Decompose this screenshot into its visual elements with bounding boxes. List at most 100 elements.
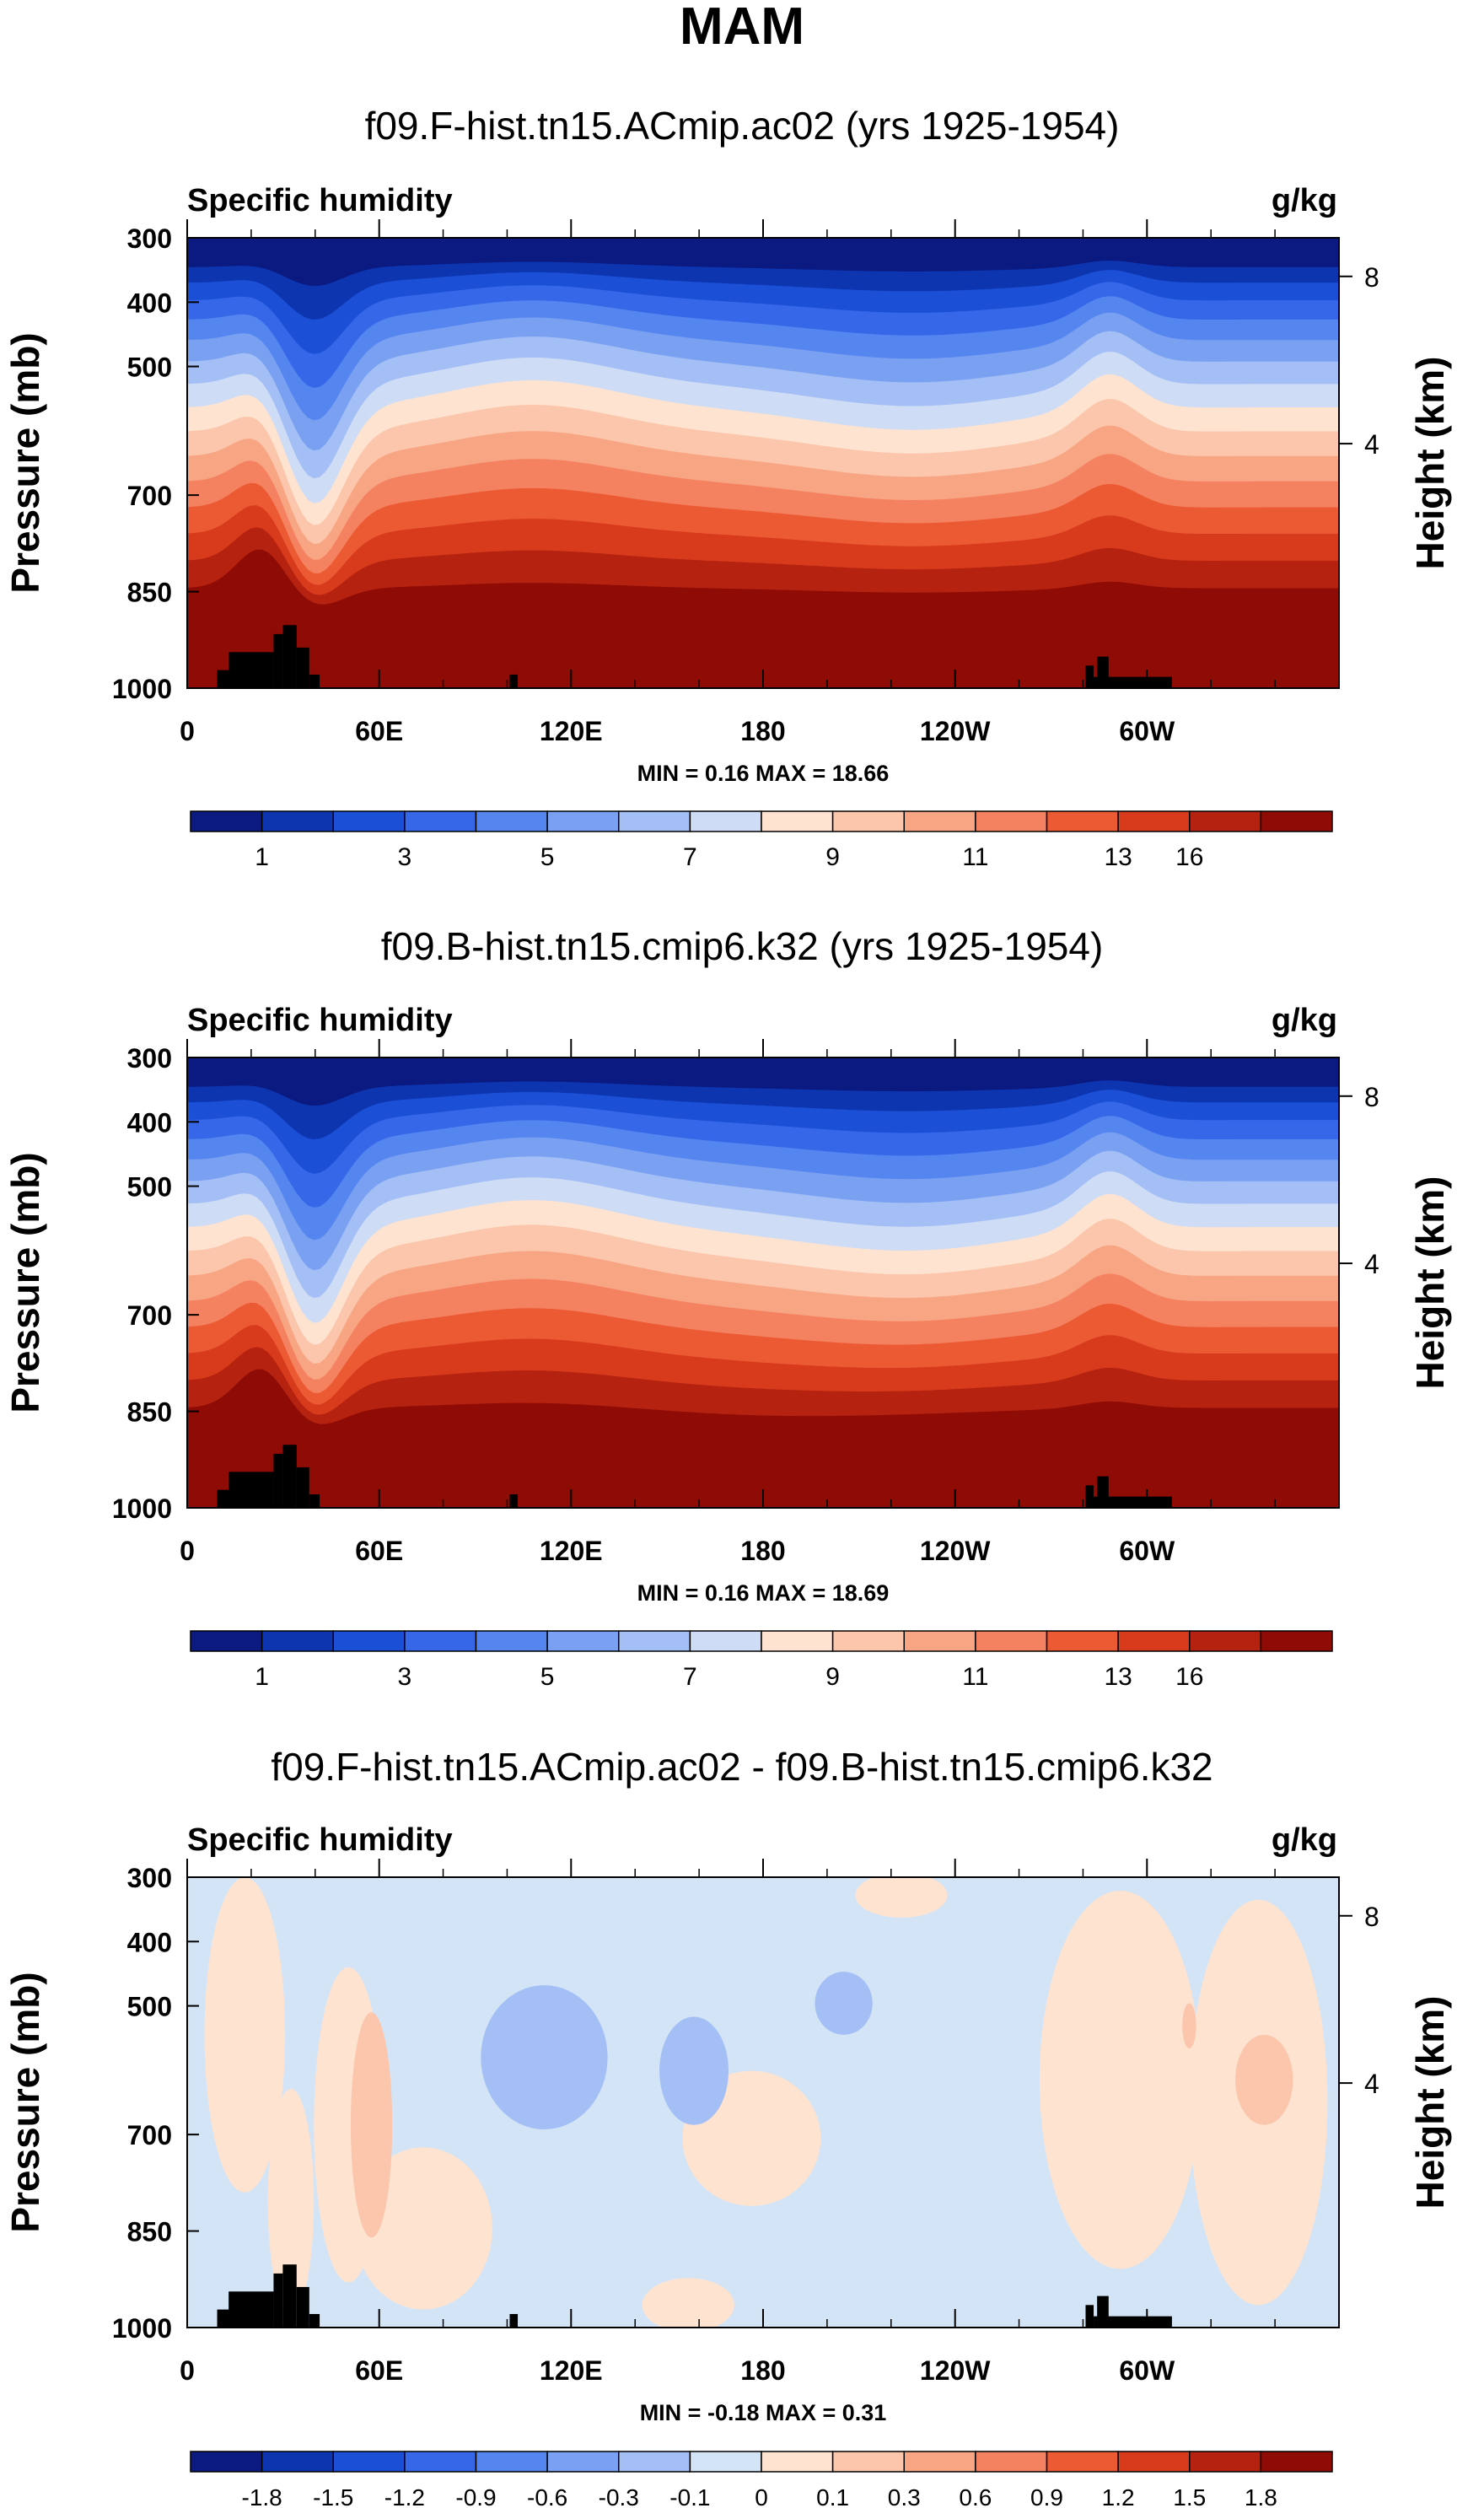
land-mask [309,1493,320,1508]
colorbar-swatch [1046,810,1119,832]
land-mask [309,674,320,688]
colorbar-label: 1.8 [1245,2484,1277,2508]
panel-title: f09.B-hist.tn15.cmip6.k32 (yrs 1925-1954… [381,924,1104,968]
colorbar-swatch [404,810,477,832]
colorbar-swatch [190,2451,263,2473]
colorbar-swatch [1117,1630,1191,1652]
colorbar-swatch [190,1630,263,1652]
colorbar-label: 3 [398,843,412,871]
colorbar-label: 13 [1104,1663,1132,1691]
variable-label: Specific humidity [187,183,453,218]
y-tick-label: 400 [127,288,172,318]
land-mask [1094,676,1172,688]
y2-tick-label: 4 [1364,429,1379,460]
land-mask [273,1453,283,1508]
colorbar-swatch [1260,2451,1333,2473]
colorbar-swatch [1189,810,1262,832]
colorbar-swatch [546,1630,620,1652]
min-max-stats: MIN = -0.18 MAX = 0.31 [640,2400,887,2425]
colorbar-swatch [1189,1630,1262,1652]
colorbar-label: 13 [1104,843,1132,871]
colorbar-label: 1.5 [1173,2484,1206,2508]
y-tick-label: 850 [127,2217,172,2247]
positive-anomaly [642,2278,734,2328]
colorbar-swatch [618,2451,691,2473]
y2-tick-label: 8 [1364,262,1379,293]
y-tick-label: 700 [127,2120,172,2150]
colorbar-swatch [903,1630,976,1652]
plot-field [187,1058,1339,1508]
colorbar-label: 0.3 [888,2484,921,2508]
colorbar-label: 5 [540,1663,555,1691]
colorbar-label: -0.9 [455,2484,496,2508]
land-mask [509,674,519,688]
colorbar-swatch [903,810,976,832]
colorbar-label: 16 [1175,843,1203,871]
variable-label: Specific humidity [187,1003,453,1038]
positive-anomaly [267,2088,315,2314]
land-mask [1097,1476,1109,1508]
variable-label: Specific humidity [187,1822,453,1858]
negative-anomaly [481,1985,608,2130]
colorbar-swatch [475,2451,548,2473]
y2-axis-label: Height (km) [1408,357,1452,570]
colorbar-label: -1.5 [313,2484,353,2508]
colorbar-swatch [1260,810,1333,832]
colorbar-swatch [332,1630,406,1652]
colorbar-swatch [1189,2451,1262,2473]
colorbar-label: 5 [540,843,555,871]
colorbar-label: 1 [255,843,269,871]
land-mask [282,1445,297,1508]
colorbar-swatch [975,1630,1048,1652]
land-mask [1094,1496,1172,1508]
land-mask [1085,665,1094,688]
panel-1: f09.F-hist.tn15.ACmip.ac02 (yrs 1925-195… [3,104,1452,871]
y-tick-label: 300 [127,1863,172,1893]
x-tick-label: 180 [740,716,785,746]
colorbar-swatch [546,810,620,832]
colorbar-swatch [831,810,905,832]
y-tick-label: 500 [127,1992,172,2022]
colorbar-swatch [975,2451,1048,2473]
positive-anomaly [855,1877,948,1919]
land-mask [1085,2305,1094,2328]
y2-axis-label: Height (km) [1408,1176,1452,1390]
colorbar-label: 3 [398,1663,412,1691]
colorbar-swatch [689,1630,762,1652]
x-tick-label: 60E [355,716,403,746]
land-mask [509,2313,519,2328]
land-mask [509,1493,519,1508]
unit-label: g/kg [1272,1822,1337,1858]
min-max-stats: MIN = 0.16 MAX = 18.69 [637,1580,890,1606]
positive-anomaly [204,1877,286,2193]
colorbar-label: 0 [755,2484,768,2508]
positive-anomaly-strong [1235,2034,1293,2125]
colorbar-label: 16 [1175,1663,1203,1691]
colorbar-label: 1.2 [1102,2484,1135,2508]
x-tick-label: 0 [180,716,195,746]
x-tick-label: 120E [540,2355,603,2386]
positive-anomaly-strong [1182,2003,1196,2048]
positive-anomaly-strong [350,2012,393,2238]
x-tick-label: 60E [355,2355,403,2386]
land-mask [282,625,297,688]
y2-tick-label: 8 [1364,1902,1379,1932]
colorbar-swatch [190,810,263,832]
colorbar-label: -0.1 [669,2484,710,2508]
colorbar-swatch [1260,1630,1333,1652]
colorbar-label: 7 [683,1663,697,1691]
colorbar-swatch [261,2451,334,2473]
y-tick-label: 300 [127,1043,172,1074]
land-mask [1094,2316,1172,2328]
y-tick-label: 400 [127,1927,172,1957]
page-title: MAM [680,0,804,56]
min-max-stats: MIN = 0.16 MAX = 18.66 [637,761,890,786]
colorbar-label: 1 [255,1663,269,1691]
y2-axis-label: Height (km) [1408,1996,1452,2209]
y-tick-label: 500 [127,1172,172,1203]
colorbar-swatch [261,1630,334,1652]
y-axis-label: Pressure (mb) [3,332,47,593]
plot-field [187,1877,1339,2328]
